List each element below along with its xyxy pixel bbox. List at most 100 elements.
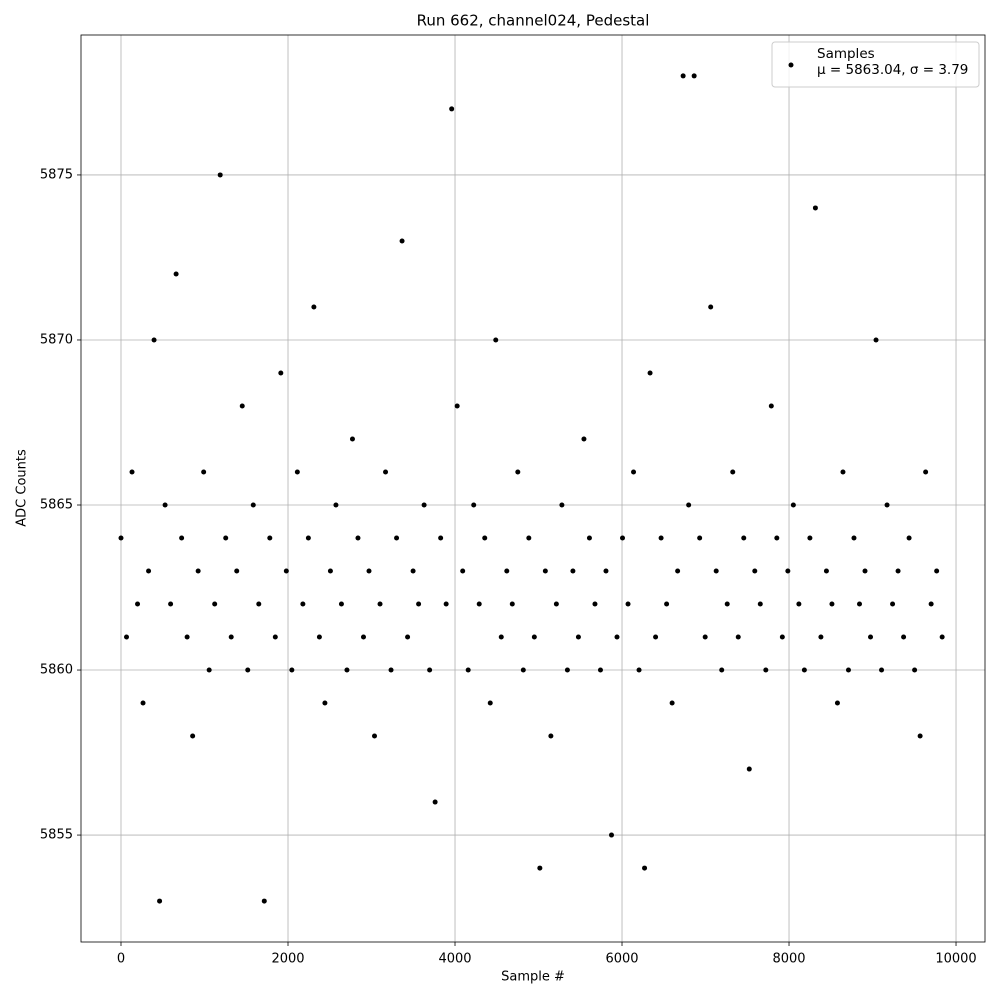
point [642, 865, 648, 871]
point [553, 601, 559, 607]
point [399, 238, 405, 244]
point [212, 601, 218, 607]
point [741, 535, 747, 541]
point [686, 502, 692, 508]
point [928, 601, 934, 607]
point [724, 601, 730, 607]
point [432, 799, 438, 805]
point [537, 865, 543, 871]
point [146, 568, 152, 574]
point [498, 634, 504, 640]
point [349, 436, 355, 442]
point [746, 766, 752, 772]
point [294, 469, 300, 475]
point [763, 667, 769, 673]
legend-box [771, 41, 980, 88]
point [564, 667, 570, 673]
x-tick-label: 8000 [772, 952, 805, 967]
point [890, 601, 896, 607]
point [906, 535, 912, 541]
point [575, 634, 581, 640]
point [449, 106, 455, 112]
point [752, 568, 758, 574]
point [118, 535, 124, 541]
point [597, 667, 603, 673]
point [509, 601, 515, 607]
point [217, 172, 223, 178]
point [658, 535, 664, 541]
point [845, 667, 851, 673]
point [526, 535, 532, 541]
point [614, 634, 620, 640]
point [934, 568, 940, 574]
point [697, 535, 703, 541]
point [267, 535, 273, 541]
point [305, 535, 311, 541]
point [377, 601, 383, 607]
point [162, 502, 168, 508]
point [173, 271, 179, 277]
chart-title: Run 662, channel024, Pedestal [417, 12, 650, 30]
point [834, 700, 840, 706]
legend-marker [788, 62, 794, 68]
point [586, 535, 592, 541]
point [796, 601, 802, 607]
point [713, 568, 719, 574]
point [608, 832, 614, 838]
point [675, 568, 681, 574]
point [179, 535, 185, 541]
point [653, 634, 659, 640]
point [316, 634, 322, 640]
y-tick-label: 5870 [40, 332, 73, 347]
point [355, 535, 361, 541]
point [570, 568, 576, 574]
point [272, 634, 278, 640]
point [548, 733, 554, 739]
point [394, 535, 400, 541]
x-tick-label: 0 [117, 952, 125, 967]
point [504, 568, 510, 574]
point [559, 502, 565, 508]
point [730, 469, 736, 475]
point [680, 73, 686, 79]
point [140, 700, 146, 706]
point [515, 469, 521, 475]
point [410, 568, 416, 574]
point [239, 403, 245, 409]
point [471, 502, 477, 508]
point [465, 667, 471, 673]
point [895, 568, 901, 574]
point [443, 601, 449, 607]
point [823, 568, 829, 574]
x-tick-label: 4000 [438, 952, 471, 967]
y-tick-label: 5860 [40, 663, 73, 678]
point [917, 733, 923, 739]
plot-frame [80, 34, 986, 943]
point [768, 403, 774, 409]
point [129, 469, 135, 475]
point [531, 634, 537, 640]
point [851, 535, 857, 541]
point [460, 568, 466, 574]
point [702, 634, 708, 640]
y-tick-label: 5875 [40, 167, 73, 182]
point [135, 601, 141, 607]
point [829, 601, 835, 607]
point [234, 568, 240, 574]
point [124, 634, 130, 640]
y-tick-label: 5855 [40, 828, 73, 843]
point [338, 601, 344, 607]
point [261, 898, 267, 904]
point [542, 568, 548, 574]
point [493, 337, 499, 343]
point [779, 634, 785, 640]
point [708, 304, 714, 310]
point [206, 667, 212, 673]
point [333, 502, 339, 508]
point [416, 601, 422, 607]
point [912, 667, 918, 673]
point [812, 205, 818, 211]
point [807, 535, 813, 541]
point [157, 898, 163, 904]
